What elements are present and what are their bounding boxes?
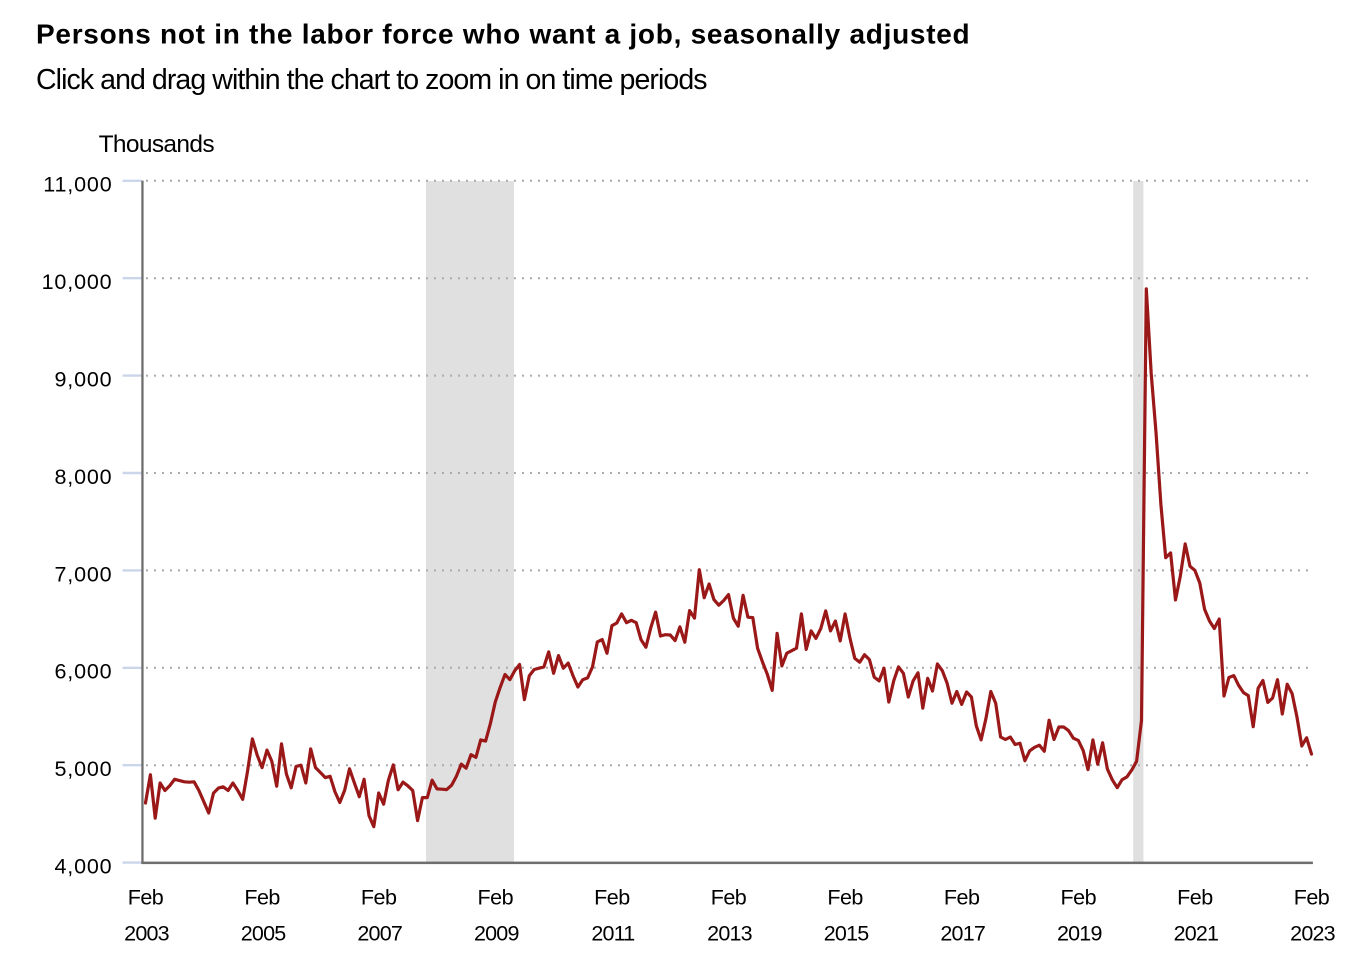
svg-text:8,000: 8,000 xyxy=(54,465,112,489)
svg-text:2015: 2015 xyxy=(824,922,869,946)
svg-text:2005: 2005 xyxy=(241,922,286,946)
svg-text:Feb: Feb xyxy=(1294,886,1330,910)
svg-text:2019: 2019 xyxy=(1057,922,1102,946)
svg-text:2017: 2017 xyxy=(940,922,985,946)
svg-text:Feb: Feb xyxy=(361,886,397,910)
svg-text:2007: 2007 xyxy=(357,922,402,946)
svg-text:Feb: Feb xyxy=(128,886,164,910)
svg-text:2011: 2011 xyxy=(591,922,634,946)
svg-text:2021: 2021 xyxy=(1174,922,1219,946)
svg-text:2003: 2003 xyxy=(124,922,169,946)
svg-text:11,000: 11,000 xyxy=(43,173,112,197)
svg-text:2023: 2023 xyxy=(1290,922,1335,946)
svg-text:10,000: 10,000 xyxy=(42,270,113,294)
svg-text:2013: 2013 xyxy=(707,922,752,946)
svg-text:Click and drag within the char: Click and drag within the chart to zoom … xyxy=(36,64,707,96)
svg-text:6,000: 6,000 xyxy=(54,660,112,684)
svg-text:Feb: Feb xyxy=(944,886,980,910)
svg-text:Persons not in the labor force: Persons not in the labor force who want … xyxy=(36,19,970,50)
svg-text:Feb: Feb xyxy=(594,886,630,910)
svg-text:5,000: 5,000 xyxy=(54,757,112,781)
svg-text:7,000: 7,000 xyxy=(54,562,112,586)
svg-text:9,000: 9,000 xyxy=(54,368,112,392)
svg-text:4,000: 4,000 xyxy=(54,855,112,879)
svg-text:Feb: Feb xyxy=(1061,886,1097,910)
svg-text:Feb: Feb xyxy=(711,886,747,910)
svg-text:Feb: Feb xyxy=(1177,886,1213,910)
svg-text:Feb: Feb xyxy=(244,886,280,910)
svg-text:2009: 2009 xyxy=(474,922,519,946)
svg-text:Feb: Feb xyxy=(478,886,514,910)
svg-text:Feb: Feb xyxy=(827,886,863,910)
svg-text:Thousands: Thousands xyxy=(99,131,215,158)
